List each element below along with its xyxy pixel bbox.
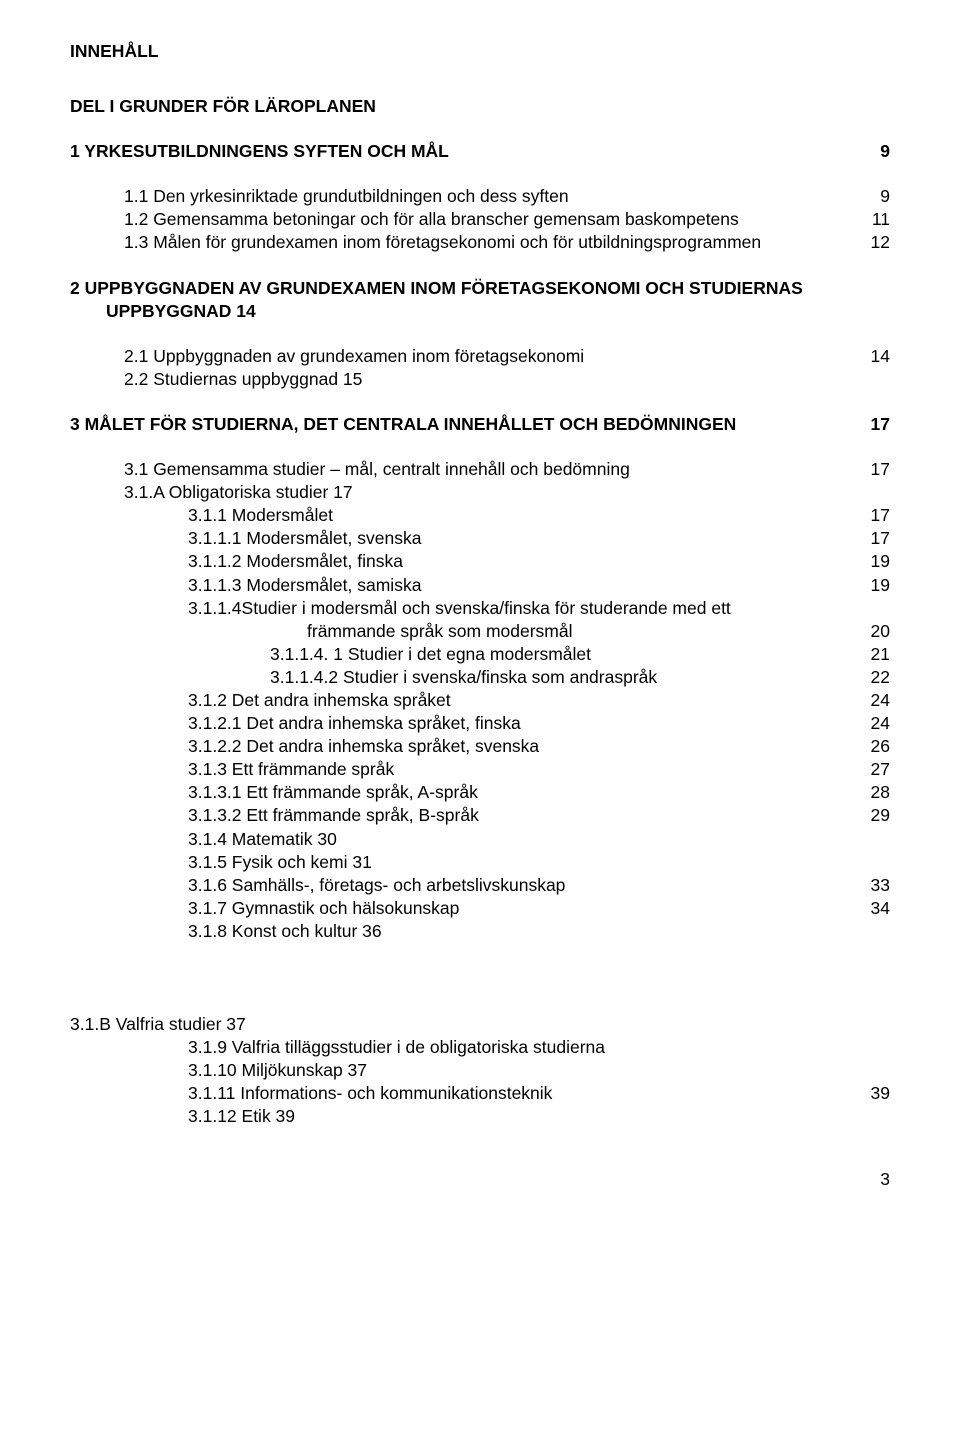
toc-entry: 2.2 Studiernas uppbyggnad 15 (70, 368, 890, 391)
toc-entry: 3.1.1.4. 1 Studier i det egna modersmåle… (70, 643, 890, 666)
toc-label: 3.1.3.2 Ett främmande språk, B-språk (188, 804, 860, 827)
toc-entry: 3.1.A Obligatoriska studier 17 (70, 481, 890, 504)
page-number: 3 (70, 1168, 890, 1191)
toc-label: 3.1.1 Modersmålet (188, 504, 860, 527)
toc-page: 29 (860, 804, 890, 827)
toc-entry: främmande språk som modersmål 20 (70, 620, 890, 643)
toc-page: 34 (860, 897, 890, 920)
toc-page: 21 (860, 643, 890, 666)
toc-entry: 3.1.3.1 Ett främmande språk, A-språk 28 (70, 781, 890, 804)
toc-entry: 3.1 Gemensamma studier – mål, centralt i… (70, 458, 890, 481)
document-title: INNEHÅLL (70, 40, 890, 63)
toc-entry: 3.1.8 Konst och kultur 36 (70, 920, 890, 943)
toc-entry: 3.1.12 Etik 39 (70, 1105, 890, 1128)
toc-entry: 1.1 Den yrkesinriktade grundutbildningen… (70, 185, 890, 208)
toc-page: 9 (860, 185, 890, 208)
toc-page: 14 (860, 345, 890, 368)
toc-label: 3.1.3.1 Ett främmande språk, A-språk (188, 781, 860, 804)
toc-label: 3.1.1.3 Modersmålet, samiska (188, 574, 860, 597)
toc-entry: 2.1 Uppbyggnaden av grundexamen inom för… (70, 345, 890, 368)
toc-entry: 3.1.4 Matematik 30 (70, 828, 890, 851)
toc-entry: 1.3 Målen för grundexamen inom företagse… (70, 231, 890, 254)
toc-label: 3.1.1.4. 1 Studier i det egna modersmåle… (270, 643, 860, 666)
toc-label: 1 YRKESUTBILDNINGENS SYFTEN OCH MÅL (70, 140, 860, 163)
toc-entry: 3.1.3 Ett främmande språk 27 (70, 758, 890, 781)
toc-entry: 3.1.2 Det andra inhemska språket 24 (70, 689, 890, 712)
toc-page: 27 (860, 758, 890, 781)
toc-label: 3 MÅLET FÖR STUDIERNA, DET CENTRALA INNE… (70, 413, 860, 436)
toc-entry: 3.1.7 Gymnastik och hälsokunskap 34 (70, 897, 890, 920)
toc-label-number: 3.1.1.4 (188, 597, 242, 620)
section-3-heading: 3 MÅLET FÖR STUDIERNA, DET CENTRALA INNE… (70, 413, 890, 436)
toc-page: 9 (860, 140, 890, 163)
toc-label-text: Studier i modersmål och svenska/finska f… (242, 597, 870, 620)
toc-page: 39 (860, 1082, 890, 1105)
toc-entry: 3.1.6 Samhälls-, företags- och arbetsliv… (70, 874, 890, 897)
part-heading: DEL I GRUNDER FÖR LÄROPLANEN (70, 95, 890, 118)
toc-label: 3.1.7 Gymnastik och hälsokunskap (188, 897, 860, 920)
toc-entry: 3.1.1.1 Modersmålet, svenska 17 (70, 527, 890, 550)
toc-entry: 3.1.1.4.2 Studier i svenska/finska som a… (70, 666, 890, 689)
toc-page: 12 (860, 231, 890, 254)
toc-label: 3.1 Gemensamma studier – mål, centralt i… (124, 458, 860, 481)
toc-entry: 3.1.5 Fysik och kemi 31 (70, 851, 890, 874)
toc-label: 3.1.2.2 Det andra inhemska språket, sven… (188, 735, 860, 758)
toc-page: 33 (860, 874, 890, 897)
toc-entry: 3.1.3.2 Ett främmande språk, B-språk 29 (70, 804, 890, 827)
section-31B-heading: 3.1.B Valfria studier 37 (70, 1013, 890, 1036)
toc-page: 26 (860, 735, 890, 758)
toc-entry: 3.1.1.3 Modersmålet, samiska 19 (70, 574, 890, 597)
toc-label: 1.1 Den yrkesinriktade grundutbildningen… (124, 185, 860, 208)
toc-entry: 3.1.2.1 Det andra inhemska språket, fins… (70, 712, 890, 735)
toc-page: 24 (860, 689, 890, 712)
section-1-heading: 1 YRKESUTBILDNINGENS SYFTEN OCH MÅL 9 (70, 140, 890, 163)
toc-label: 3.1.3 Ett främmande språk (188, 758, 860, 781)
toc-page: 17 (860, 458, 890, 481)
toc-page: 20 (860, 620, 890, 643)
toc-page: 24 (860, 712, 890, 735)
toc-entry: 3.1.1.2 Modersmålet, finska 19 (70, 550, 890, 573)
toc-entry: 3.1.11 Informations- och kommunikationst… (70, 1082, 890, 1105)
toc-entry: 3.1.1 Modersmålet 17 (70, 504, 890, 527)
toc-label: 3.1.1.2 Modersmålet, finska (188, 550, 860, 573)
toc-label: 3.1.2.1 Det andra inhemska språket, fins… (188, 712, 860, 735)
toc-page: 17 (860, 413, 890, 436)
toc-page: 19 (860, 550, 890, 573)
toc-page: 17 (860, 504, 890, 527)
toc-label: 3.1.2 Det andra inhemska språket (188, 689, 860, 712)
toc-entry: 3.1.10 Miljökunskap 37 (70, 1059, 890, 1082)
toc-page: 28 (860, 781, 890, 804)
toc-entry: 3.1.1.4 Studier i modersmål och svenska/… (70, 597, 890, 620)
toc-entry: 1.2 Gemensamma betoningar och för alla b… (70, 208, 890, 231)
toc-page: 17 (860, 527, 890, 550)
toc-label: 3.1.11 Informations- och kommunikationst… (188, 1082, 860, 1105)
toc-label: 3.1.1.4.2 Studier i svenska/finska som a… (270, 666, 860, 689)
toc-label: 3.1.6 Samhälls-, företags- och arbetsliv… (188, 874, 860, 897)
toc-label: främmande språk som modersmål (307, 620, 860, 643)
section-2-heading-line1: 2 UPPBYGGNADEN AV GRUNDEXAMEN INOM FÖRET… (70, 277, 890, 300)
toc-page: 19 (860, 574, 890, 597)
toc-label: 1.2 Gemensamma betoningar och för alla b… (124, 208, 860, 231)
toc-entry: 3.1.9 Valfria tilläggsstudier i de oblig… (70, 1036, 890, 1059)
toc-label: 2.1 Uppbyggnaden av grundexamen inom för… (124, 345, 860, 368)
toc-entry: 3.1.2.2 Det andra inhemska språket, sven… (70, 735, 890, 758)
toc-page: 11 (860, 208, 890, 231)
toc-label: 3.1.1.1 Modersmålet, svenska (188, 527, 860, 550)
section-2-heading-line2: UPPBYGGNAD 14 (70, 300, 890, 323)
toc-label: 1.3 Målen för grundexamen inom företagse… (124, 231, 860, 254)
toc-page: 22 (860, 666, 890, 689)
